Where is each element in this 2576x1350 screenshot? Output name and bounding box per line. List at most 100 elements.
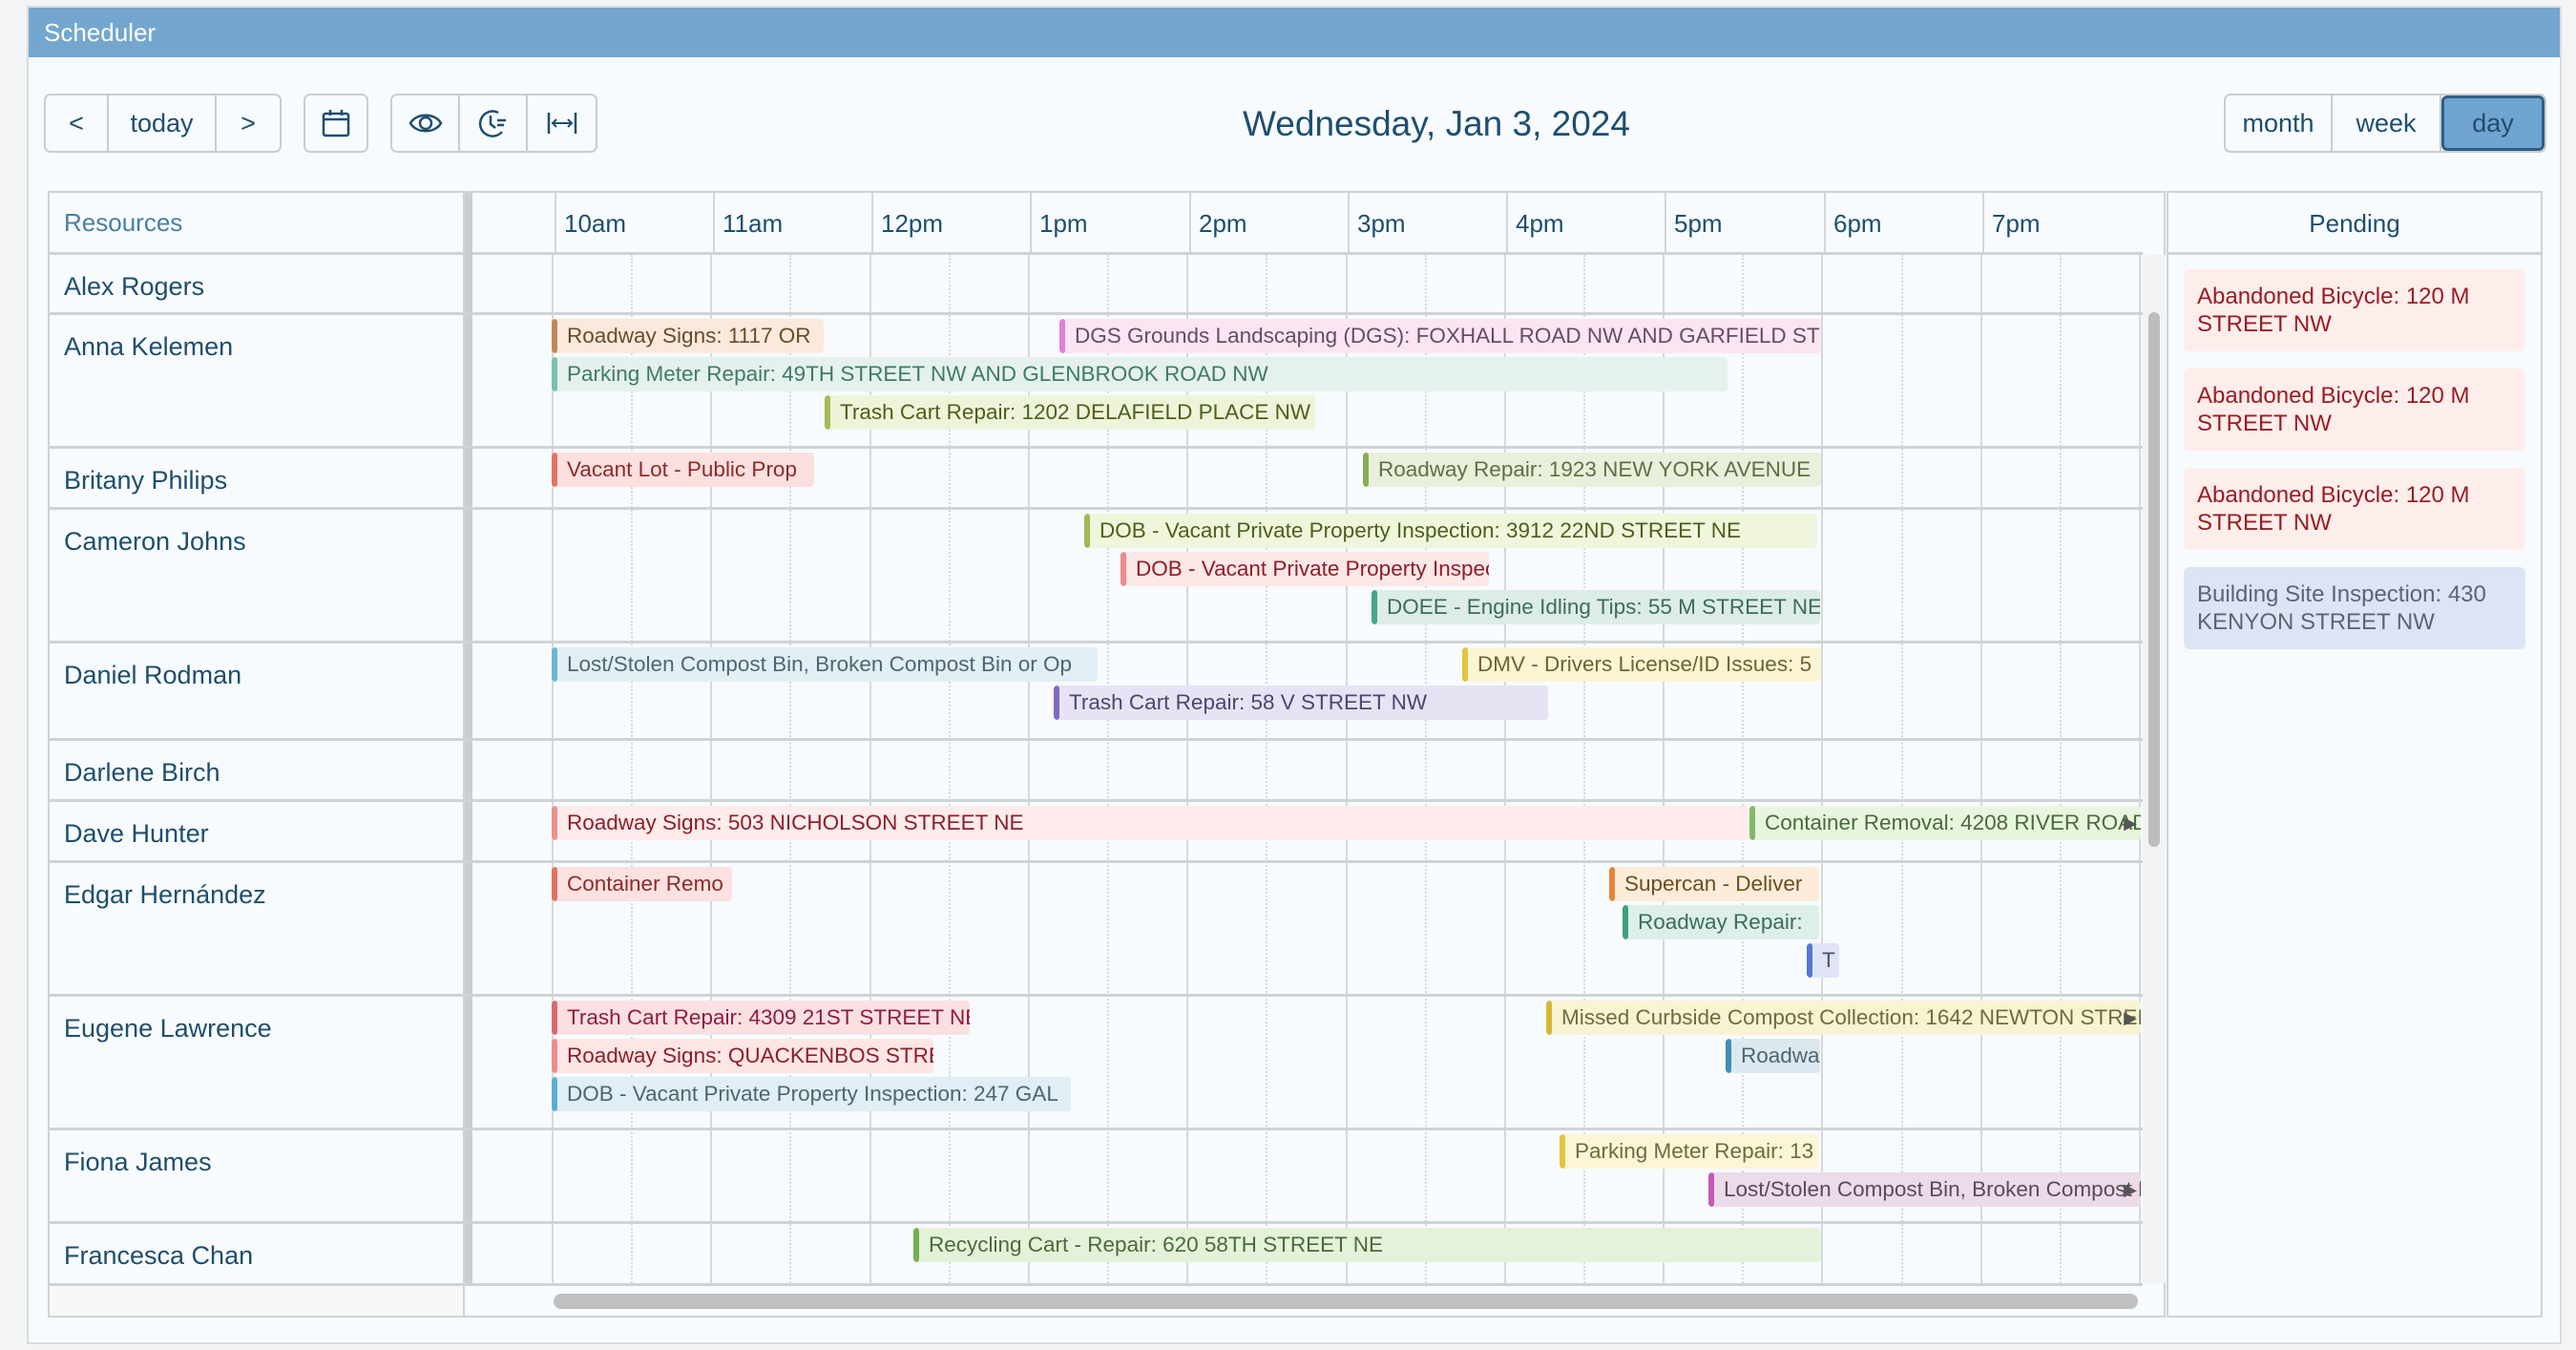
event-title: Parking Meter Repair: 13 xyxy=(1575,1139,1814,1163)
event-title: Roadway Signs: 503 NICHOLSON STREET NE xyxy=(567,811,1024,834)
horizontal-scrollbar[interactable] xyxy=(50,1283,2143,1316)
resource-row: Daniel Rodman xyxy=(50,643,2143,741)
nav-button-group: < today > xyxy=(44,94,282,153)
event-block[interactable]: Trash Cart Repair: 58 V STREET NW xyxy=(1054,686,1548,720)
window-title: Scheduler xyxy=(29,8,2560,57)
event-block[interactable]: Container Removal: 4208 RIVER ROAD ▶ xyxy=(1749,806,2141,840)
pending-item[interactable]: Abandoned Bicycle: 120 M STREET NW xyxy=(2184,369,2525,451)
event-block[interactable]: Roadway Signs: 503 NICHOLSON STREET NE xyxy=(552,806,1749,840)
view-day-button[interactable]: day xyxy=(2441,95,2545,151)
event-title: Supercan - Deliver xyxy=(1624,872,1803,896)
hour-label: 3pm xyxy=(1348,193,1507,252)
half-hour-gridline xyxy=(1742,255,1745,1283)
half-hour-gridline xyxy=(1582,255,1585,1283)
date-picker-button[interactable] xyxy=(305,95,367,151)
resource-row: Eugene Lawrence xyxy=(50,997,2143,1130)
half-hour-gridline xyxy=(1424,255,1427,1283)
prev-button[interactable]: < xyxy=(46,95,109,151)
half-hour-gridline xyxy=(948,255,951,1283)
fit-width-button[interactable] xyxy=(528,95,596,151)
event-block[interactable]: DOEE - Engine Idling Tips: 55 M STREET N… xyxy=(1372,590,1820,624)
event-block[interactable]: Lost/Stolen Compost Bin, Broken Compost … xyxy=(1708,1172,2141,1207)
event-block[interactable]: Parking Meter Repair: 13 xyxy=(1560,1134,1819,1169)
vertical-scrollbar[interactable] xyxy=(2143,255,2166,1283)
event-block[interactable]: Trash Cart Repair: 4309 21ST STREET NE xyxy=(552,1001,970,1035)
resources-header: Resources xyxy=(50,193,465,255)
resource-timeline: Resources 10am 11am 12pm 1pm 2pm 3pm 4pm… xyxy=(48,191,2166,1318)
pending-item[interactable]: Abandoned Bicycle: 120 M STREET NW xyxy=(2184,269,2525,351)
event-title: DGS Grounds Landscaping (DGS): FOXHALL R… xyxy=(1075,324,1820,348)
event-block[interactable]: Roadway Repair xyxy=(1726,1039,1820,1073)
hour-label: 7pm xyxy=(1982,193,2142,252)
resource-row: Darlene Birch xyxy=(50,741,2143,802)
event-block[interactable]: Lost/Stolen Compost Bin, Broken Compost … xyxy=(552,647,1098,682)
pending-list: Abandoned Bicycle: 120 M STREET NW Aband… xyxy=(2168,255,2541,681)
event-block[interactable]: Roadway Repair: 1923 NEW YORK AVENUE xyxy=(1363,453,1821,487)
view-switcher: month week day xyxy=(2224,94,2546,153)
hour-label: 11am xyxy=(713,193,872,252)
resource-name: Francesca Chan xyxy=(50,1224,465,1283)
column-resize-handle[interactable] xyxy=(465,193,472,1316)
event-block[interactable]: DOB - Vacant Private Property Inspection… xyxy=(1084,514,1817,548)
hour-gridline xyxy=(869,255,871,1283)
hour-gridline xyxy=(1821,255,1824,1283)
event-block[interactable]: Missed Curbside Compost Collection: 1642… xyxy=(1546,1001,2141,1035)
event-title: T xyxy=(1822,948,1835,972)
event-block[interactable]: DGS Grounds Landscaping (DGS): FOXHALL R… xyxy=(1059,319,1821,353)
continues-right-icon: ▶ xyxy=(2124,1180,2137,1199)
event-title: Lost/Stolen Compost Bin, Broken Compost … xyxy=(1724,1177,2141,1201)
event-title: Container Remo xyxy=(567,872,723,896)
event-block[interactable]: T xyxy=(1807,943,1839,978)
event-block[interactable]: Roadway Signs: QUACKENBOS STREET xyxy=(552,1039,933,1073)
event-title: DOB - Vacant Private Property Inspection… xyxy=(1100,518,1741,542)
resource-row: Britany Philips xyxy=(50,449,2143,510)
event-title: Trash Cart Repair: 58 V STREET NW xyxy=(1069,690,1428,714)
resource-rows: Alex Rogers Anna Kelemen Britany Philips… xyxy=(50,255,2143,1283)
pending-item[interactable]: Abandoned Bicycle: 120 M STREET NW xyxy=(2184,468,2525,550)
continues-right-icon: ▶ xyxy=(2124,1008,2137,1027)
resource-name: Fiona James xyxy=(50,1130,465,1221)
time-list-button[interactable] xyxy=(460,95,528,151)
horizontal-scrollbar-thumb[interactable] xyxy=(554,1294,2138,1309)
event-block[interactable]: DOB - Vacant Private Property Inspection… xyxy=(552,1077,1071,1111)
event-title: Roadway Repair: 1923 NEW YORK AVENUE xyxy=(1378,457,1812,481)
resource-name: Edgar Hernández xyxy=(50,863,465,994)
event-title: Roadway Repair xyxy=(1741,1044,1820,1067)
today-button[interactable]: today xyxy=(109,95,217,151)
vertical-scrollbar-thumb[interactable] xyxy=(2148,312,2160,847)
event-block[interactable]: Container Remo xyxy=(552,867,732,901)
resource-row: Fiona James xyxy=(50,1130,2143,1224)
event-block[interactable]: Roadway Repair: xyxy=(1623,905,1819,939)
calendar-icon xyxy=(322,110,350,137)
hour-gridline xyxy=(710,255,713,1283)
view-week-button[interactable]: week xyxy=(2333,95,2441,151)
view-month-button[interactable]: month xyxy=(2226,95,2333,151)
clock-list-icon xyxy=(478,110,506,137)
event-title: DMV - Drivers License/ID Issues: 5 xyxy=(1477,652,1812,676)
resource-row: Edgar Hernández xyxy=(50,863,2143,997)
event-block[interactable]: Roadway Signs: 1117 OR xyxy=(552,319,824,353)
event-block[interactable]: Supercan - Deliver xyxy=(1609,867,1819,901)
hour-gridline xyxy=(1186,255,1189,1283)
event-title: Missed Curbside Compost Collection: 1642… xyxy=(1561,1005,2141,1029)
event-block[interactable]: Trash Cart Repair: 1202 DELAFIELD PLACE … xyxy=(825,395,1315,430)
event-block[interactable]: DMV - Drivers License/ID Issues: 5 xyxy=(1462,647,1821,682)
hour-gridline xyxy=(1663,255,1665,1283)
eye-icon xyxy=(408,114,442,133)
current-date-title: Wednesday, Jan 3, 2024 xyxy=(1243,104,1630,143)
scheduler-window: Scheduler < today > Wednesday, Jan 3, 20… xyxy=(27,6,2562,1344)
event-block[interactable]: DOB - Vacant Private Property Inspection xyxy=(1120,552,1489,586)
half-hour-gridline xyxy=(2059,255,2062,1283)
event-block[interactable]: Vacant Lot - Public Prop xyxy=(552,453,814,487)
pending-item[interactable]: Building Site Inspection: 430 KENYON STR… xyxy=(2184,567,2525,649)
event-title: Trash Cart Repair: 4309 21ST STREET NE xyxy=(567,1005,970,1029)
resource-row: Dave Hunter xyxy=(50,802,2143,863)
next-button[interactable]: > xyxy=(241,108,256,137)
event-block[interactable]: Recycling Cart - Repair: 620 58TH STREET… xyxy=(913,1228,1821,1262)
toggle-visibility-button[interactable] xyxy=(392,95,460,151)
resource-name: Eugene Lawrence xyxy=(50,997,465,1128)
event-title: Parking Meter Repair: 49TH STREET NW AND… xyxy=(567,362,1268,386)
event-block[interactable]: Parking Meter Repair: 49TH STREET NW AND… xyxy=(552,357,1728,391)
hour-gridline xyxy=(2139,255,2141,1283)
hour-gridline xyxy=(1979,255,1982,1283)
